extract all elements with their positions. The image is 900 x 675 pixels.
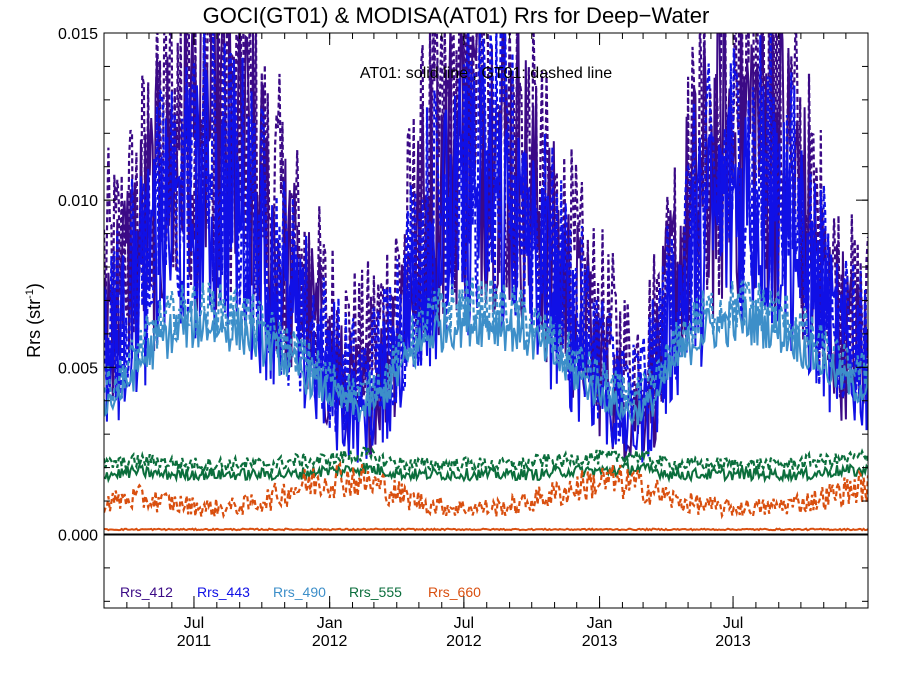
x-tick-label-year: 2012 — [312, 633, 348, 650]
y-axis-title-text: Rrs (str — [24, 299, 44, 358]
x-tick-label-month: Jan — [317, 615, 343, 632]
legend-rrs-555: Rrs_555 — [349, 584, 402, 600]
x-tick-label-month: Jul — [723, 615, 743, 632]
x-tick-label-year: 2013 — [582, 633, 618, 650]
legend: Rrs_412 Rrs_443 Rrs_490 Rrs_555 Rrs_660 — [120, 584, 481, 600]
line-style-annotation: AT01: solid line , GT01: dashed line — [360, 65, 612, 82]
rrs-490-solid-line — [104, 298, 868, 426]
legend-rrs-412: Rrs_412 — [120, 584, 173, 600]
y-axis-title-superscript: -1 — [24, 289, 36, 299]
legend-rrs-660: Rrs_660 — [428, 584, 481, 600]
x-tick-label-month: Jul — [184, 615, 204, 632]
x-tick-label-year: 2012 — [446, 633, 482, 650]
rrs-555-solid-line — [104, 460, 868, 484]
axis-ticks — [103, 32, 868, 608]
plot-frame — [103, 32, 869, 609]
x-tick-label-year: 2013 — [715, 633, 751, 650]
rrs-443-solid-line — [104, 69, 868, 463]
y-tick-label: 0.010 — [58, 193, 98, 210]
y-axis-title: Rrs (str-1) — [24, 283, 44, 358]
legend-rrs-490: Rrs_490 — [273, 584, 326, 600]
chart-title: GOCI(GT01) & MODISA(AT01) Rrs for Deep−W… — [203, 3, 710, 28]
rrs-660-solid-line — [104, 527, 868, 532]
y-tick-label: 0.015 — [58, 26, 98, 43]
plot-area — [104, 33, 868, 536]
y-tick-label: 0.000 — [58, 527, 98, 544]
y-axis-title-close: ) — [24, 283, 44, 289]
legend-rrs-443: Rrs_443 — [197, 584, 250, 600]
x-tick-label-month: Jul — [454, 615, 474, 632]
rrs-660-dashed-line — [104, 460, 868, 520]
y-tick-label: 0.005 — [58, 360, 98, 377]
x-tick-label-year: 2011 — [177, 633, 212, 650]
rrs-490-dashed-line — [104, 277, 868, 412]
y-tick-labels: 0.000 0.005 0.010 0.015 — [58, 26, 98, 544]
x-tick-label-month: Jan — [587, 615, 613, 632]
